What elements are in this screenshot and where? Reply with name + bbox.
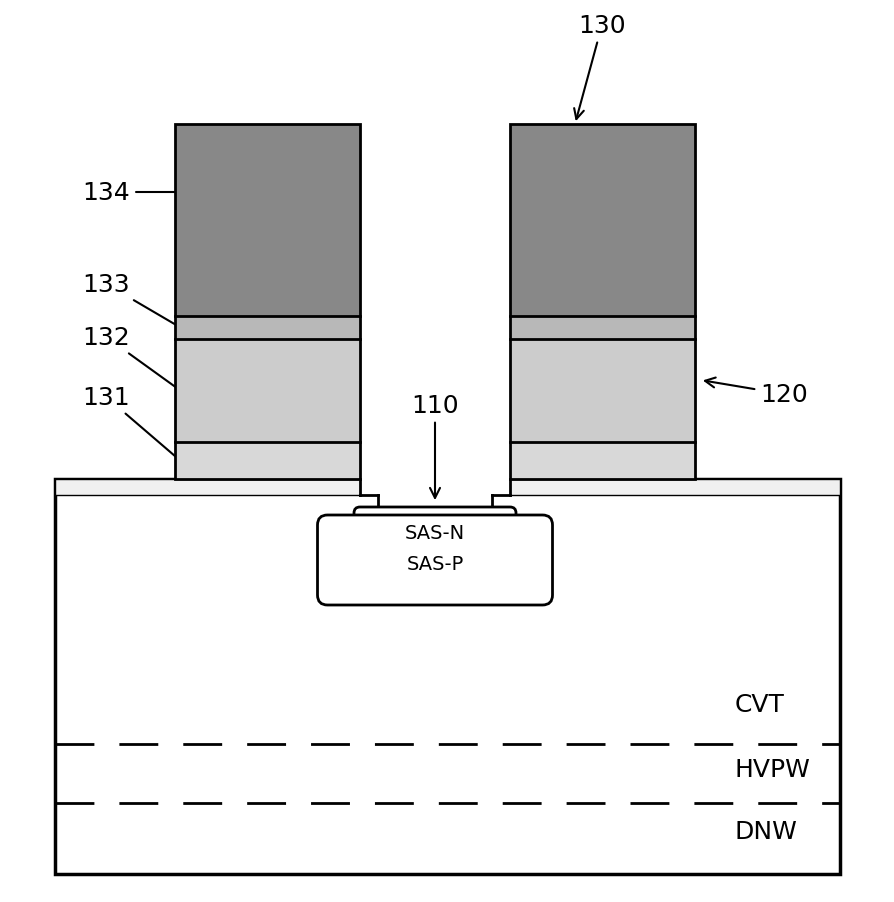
Text: HVPW: HVPW xyxy=(734,758,810,781)
Bar xyxy=(175,124,359,317)
Bar xyxy=(510,339,695,442)
FancyBboxPatch shape xyxy=(354,508,516,559)
Bar xyxy=(175,124,359,480)
Bar xyxy=(55,480,839,874)
Text: CVT: CVT xyxy=(734,693,784,716)
Bar xyxy=(510,442,695,480)
Bar xyxy=(359,477,510,497)
Bar xyxy=(510,317,695,339)
Bar xyxy=(175,442,359,480)
Bar xyxy=(55,480,839,495)
Bar xyxy=(359,480,510,501)
Text: 130: 130 xyxy=(574,14,625,120)
Text: 110: 110 xyxy=(410,393,459,498)
Text: 134: 134 xyxy=(82,180,190,241)
Bar xyxy=(175,317,359,339)
Text: SAS-P: SAS-P xyxy=(406,555,463,574)
Bar xyxy=(510,124,695,480)
Text: DNW: DNW xyxy=(734,819,797,842)
Text: 132: 132 xyxy=(82,326,178,389)
Text: 133: 133 xyxy=(82,272,177,327)
Bar xyxy=(175,339,359,442)
FancyBboxPatch shape xyxy=(317,515,552,605)
Text: 131: 131 xyxy=(82,385,178,459)
Text: SAS-N: SAS-N xyxy=(404,524,465,543)
Text: 120: 120 xyxy=(704,378,807,407)
Bar xyxy=(510,124,695,317)
